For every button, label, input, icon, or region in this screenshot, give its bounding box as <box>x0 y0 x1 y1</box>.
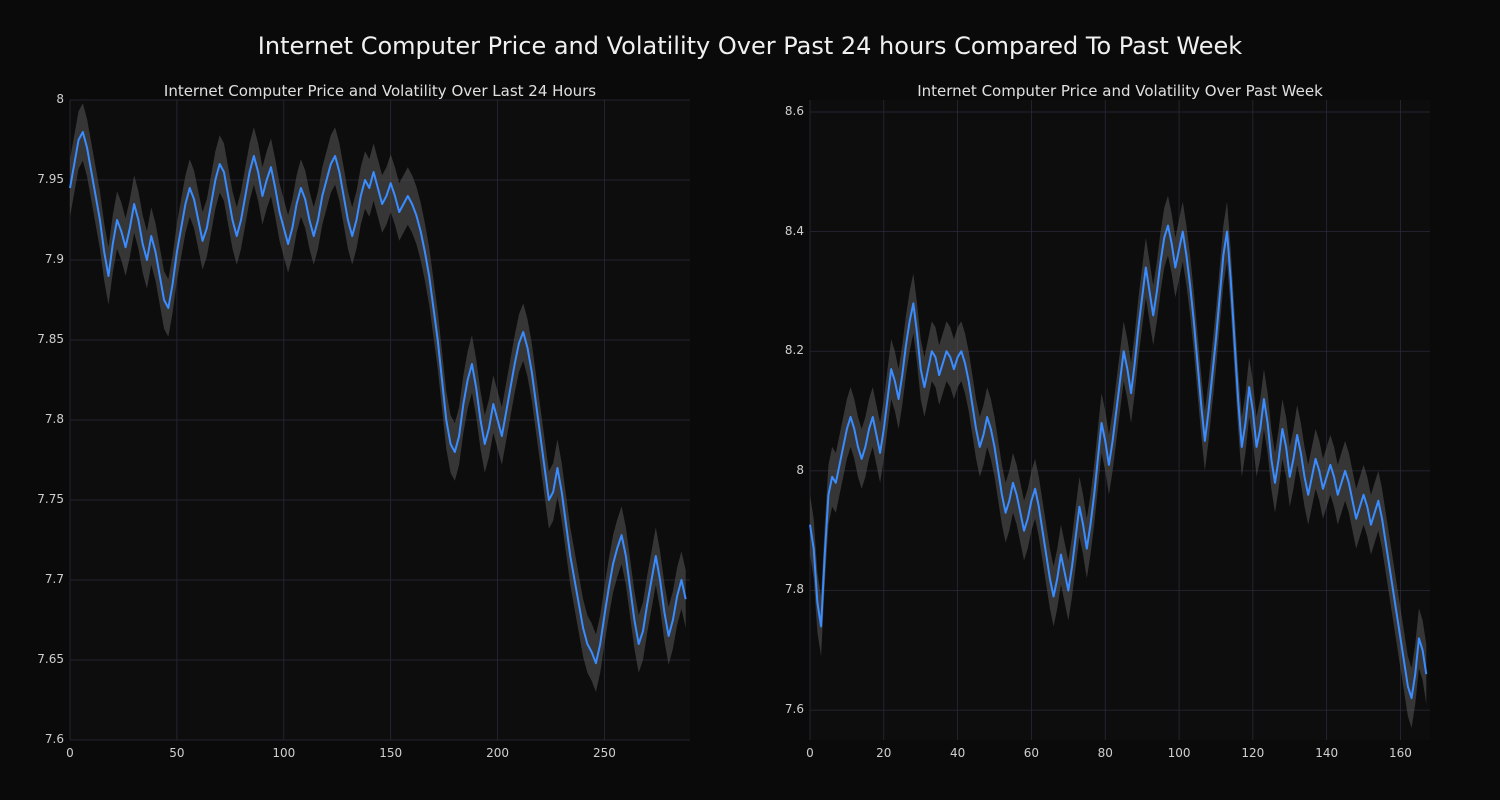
x-tick-label: 0 <box>58 746 82 760</box>
x-tick-label: 140 <box>1315 746 1339 760</box>
left-chart-axes <box>70 100 690 740</box>
volatility-band <box>810 196 1426 728</box>
y-tick-label: 8 <box>766 463 804 477</box>
x-tick-label: 250 <box>592 746 616 760</box>
x-tick-label: 50 <box>165 746 189 760</box>
y-tick-label: 8 <box>26 92 64 106</box>
x-tick-label: 0 <box>798 746 822 760</box>
chart-svg <box>810 100 1430 740</box>
chart-svg <box>70 100 690 740</box>
y-tick-label: 7.7 <box>26 572 64 586</box>
y-tick-label: 7.8 <box>26 412 64 426</box>
y-tick-label: 8.2 <box>766 343 804 357</box>
x-tick-label: 200 <box>486 746 510 760</box>
x-tick-label: 100 <box>272 746 296 760</box>
y-tick-label: 7.65 <box>26 652 64 666</box>
y-tick-label: 7.9 <box>26 252 64 266</box>
right-chart-axes <box>810 100 1430 740</box>
x-tick-label: 60 <box>1019 746 1043 760</box>
x-tick-label: 160 <box>1388 746 1412 760</box>
x-tick-label: 120 <box>1241 746 1265 760</box>
figure: Internet Computer Price and Volatility O… <box>0 0 1500 800</box>
y-tick-label: 7.6 <box>26 732 64 746</box>
right-chart-title: Internet Computer Price and Volatility O… <box>810 82 1430 100</box>
y-tick-label: 7.8 <box>766 582 804 596</box>
x-tick-label: 20 <box>872 746 896 760</box>
x-tick-label: 40 <box>946 746 970 760</box>
x-tick-label: 100 <box>1167 746 1191 760</box>
x-tick-label: 150 <box>379 746 403 760</box>
y-tick-label: 8.6 <box>766 104 804 118</box>
y-tick-label: 7.95 <box>26 172 64 186</box>
y-tick-label: 7.75 <box>26 492 64 506</box>
y-tick-label: 8.4 <box>766 224 804 238</box>
y-tick-label: 7.85 <box>26 332 64 346</box>
y-tick-label: 7.6 <box>766 702 804 716</box>
x-tick-label: 80 <box>1093 746 1117 760</box>
left-chart-title: Internet Computer Price and Volatility O… <box>70 82 690 100</box>
figure-suptitle: Internet Computer Price and Volatility O… <box>0 32 1500 60</box>
